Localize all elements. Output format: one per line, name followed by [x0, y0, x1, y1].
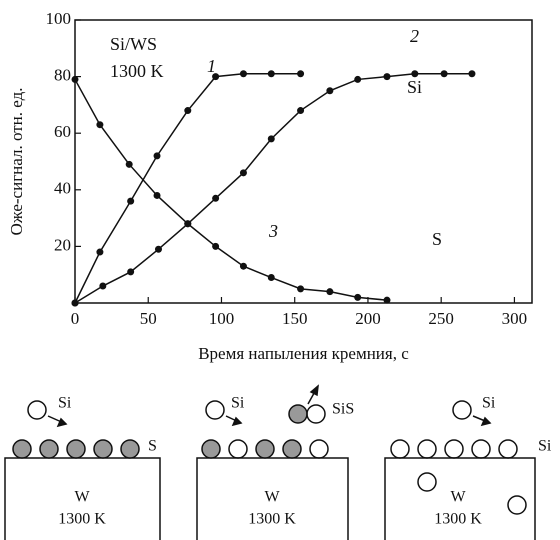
point [184, 107, 192, 115]
point [153, 191, 161, 199]
point [239, 169, 247, 177]
point [153, 152, 161, 160]
point [71, 299, 79, 307]
point [267, 70, 275, 78]
label: W [74, 489, 90, 506]
label: 1300 K [248, 511, 296, 528]
y-tick-label: 100 [46, 9, 72, 28]
label: SiS [332, 401, 354, 418]
point [267, 274, 275, 282]
point [127, 197, 135, 205]
atom [255, 439, 275, 459]
point [326, 288, 334, 296]
point [96, 121, 104, 129]
x-tick-label: 250 [428, 309, 454, 328]
atom [452, 400, 472, 420]
point [297, 70, 305, 78]
point [239, 70, 247, 78]
x-tick-label: 150 [282, 309, 308, 328]
point [383, 73, 391, 81]
annotation: Si [407, 77, 422, 97]
annotation: 3 [268, 221, 278, 241]
x-tick-label: 100 [209, 309, 235, 328]
point [354, 293, 362, 301]
label: S [148, 438, 157, 455]
point [96, 248, 104, 256]
label: Si [231, 395, 245, 412]
annotation: Si/WS [110, 34, 157, 54]
y-tick-label: 80 [54, 66, 71, 85]
atom [288, 404, 308, 424]
label: Si [482, 395, 496, 412]
point [297, 107, 305, 115]
point [99, 282, 107, 290]
point [411, 70, 419, 78]
annotation: S [432, 229, 442, 249]
substrate-block [4, 457, 161, 540]
label: W [450, 489, 466, 506]
x-tick-label: 300 [502, 309, 528, 328]
y-tick-label: 60 [54, 122, 71, 141]
atom [27, 400, 47, 420]
point [440, 70, 448, 78]
substrate-block [384, 457, 536, 540]
point [127, 268, 135, 276]
atom [201, 439, 221, 459]
point [71, 75, 79, 83]
diagram: Si S W 1300 K Si SiS W 1300 K Si Si W 13… [4, 384, 552, 540]
annotation: 2 [410, 26, 419, 46]
atom [306, 404, 326, 424]
point [212, 242, 220, 250]
point [326, 87, 334, 95]
x-tick-label: 50 [140, 309, 157, 328]
atom [282, 439, 302, 459]
point [154, 245, 162, 253]
arrow-head [480, 416, 492, 427]
arrow-head [231, 416, 243, 427]
point [239, 262, 247, 270]
label: Si [58, 395, 72, 412]
label: Si [538, 438, 552, 455]
substrate-block [196, 457, 349, 540]
x-axis-label: Время напыления кремния, с [198, 344, 409, 363]
point [468, 70, 476, 78]
x-tick-label: 0 [71, 309, 80, 328]
point [125, 160, 133, 168]
series-line [74, 79, 388, 301]
x-tick-label: 200 [355, 309, 381, 328]
label: 1300 K [58, 511, 106, 528]
point [354, 75, 362, 83]
point [212, 194, 220, 202]
surface-atoms [12, 439, 140, 459]
point [184, 220, 192, 228]
surface-atoms [390, 439, 527, 515]
y-axis-label: Оже-сигнал. отн. ед. [7, 88, 26, 236]
point [267, 135, 275, 143]
y-tick-label: 40 [54, 179, 71, 198]
atom [309, 439, 329, 459]
chart: 0 50 100 150 200 250 300 20 40 60 80 100 Время напыл… [7, 9, 533, 363]
series-line [74, 73, 472, 304]
point [212, 73, 220, 81]
arrow-head [56, 417, 68, 428]
arrow-head [309, 384, 319, 397]
annotation: 1 [207, 56, 216, 76]
y-tick-label: 20 [54, 235, 71, 254]
label: 1300 K [434, 511, 482, 528]
atom [205, 400, 225, 420]
atom [228, 439, 248, 459]
plot-frame [74, 19, 533, 304]
annotation: 1300 K [110, 61, 164, 81]
label: W [264, 489, 280, 506]
point [297, 285, 305, 293]
point [383, 296, 391, 304]
